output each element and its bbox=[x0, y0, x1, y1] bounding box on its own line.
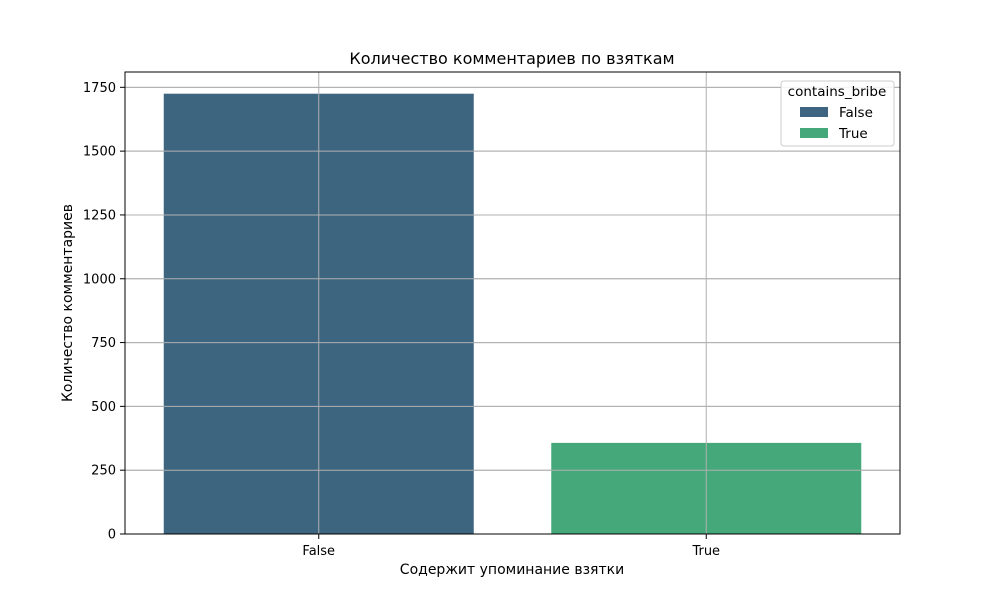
y-tick-label: 750 bbox=[91, 336, 116, 351]
y-tick-label: 250 bbox=[91, 464, 116, 479]
y-axis-title: Количество комментариев bbox=[60, 204, 76, 402]
y-tick-label: 500 bbox=[91, 400, 116, 415]
ticks-layer: 0 250 500 750 1000 1250 1500 1750 False True bbox=[83, 72, 900, 559]
legend-swatch-false bbox=[800, 107, 828, 117]
legend-label-false: False bbox=[839, 105, 873, 121]
y-tick-label: 1750 bbox=[83, 81, 116, 96]
legend: contains_bribe False True bbox=[780, 80, 895, 147]
y-tick-label: 0 bbox=[108, 528, 116, 543]
y-tick-label: 1500 bbox=[83, 145, 116, 160]
legend-swatch-true bbox=[800, 128, 828, 138]
y-tick-label: 1250 bbox=[83, 208, 116, 223]
legend-label-true: True bbox=[838, 126, 868, 142]
x-tick-label: True bbox=[691, 544, 720, 559]
legend-title: contains_bribe bbox=[788, 84, 887, 100]
plot-frame bbox=[124, 71, 901, 535]
x-tick-label: False bbox=[302, 544, 335, 559]
x-axis-title: Содержит упоминание взятки bbox=[400, 562, 624, 578]
chart-title: Количество комментариев по взяткам bbox=[349, 49, 674, 68]
y-tick-label: 1000 bbox=[83, 272, 116, 287]
